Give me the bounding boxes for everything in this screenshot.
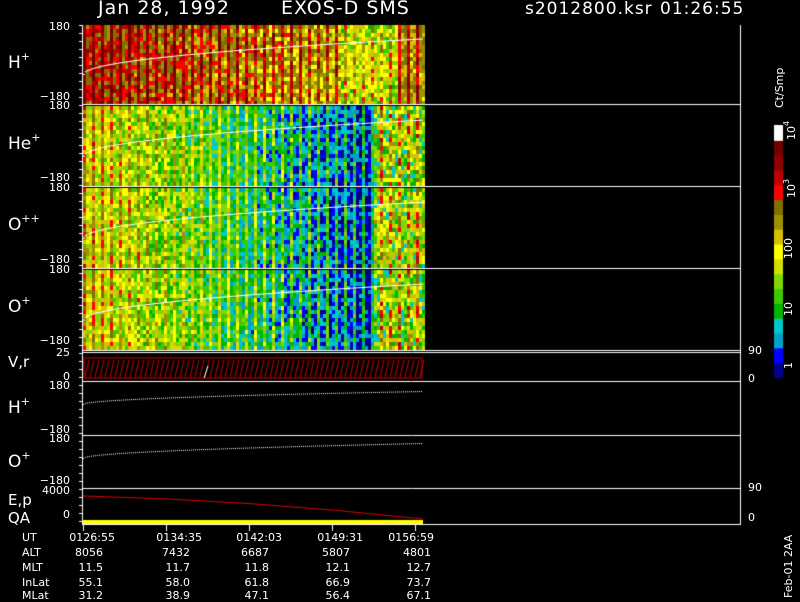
o-plus-ymax: 180 bbox=[49, 263, 70, 276]
h-plus-ymax: 180 bbox=[49, 20, 70, 33]
cell-ut-3: 0149:31 bbox=[317, 531, 363, 544]
plot-time: 01:26:55 bbox=[660, 0, 745, 19]
cell-mlat-2: 47.1 bbox=[244, 589, 270, 602]
cell-alt-4: 4801 bbox=[403, 546, 431, 559]
he-plus-ymin: −180 bbox=[39, 171, 70, 184]
cell-inlat-4: 73.7 bbox=[406, 576, 432, 589]
ep-label: E,p bbox=[8, 491, 32, 509]
o-plus-ymin: −180 bbox=[39, 334, 70, 347]
cell-mlt-4: 12.7 bbox=[406, 561, 432, 574]
row-name-alt: ALT bbox=[22, 546, 41, 559]
he-plus-ymax: 180 bbox=[49, 99, 70, 112]
cell-mlt-1: 11.7 bbox=[165, 561, 191, 574]
cell-mlt-0: 11.5 bbox=[78, 561, 104, 574]
cell-mlat-4: 67.1 bbox=[406, 589, 432, 602]
colorbar-label-1: 1 bbox=[782, 362, 795, 369]
h-line-ymin: −180 bbox=[39, 423, 70, 436]
vr-right-min: 0 bbox=[748, 372, 755, 385]
ep-left-min: 0 bbox=[63, 508, 70, 521]
h-line-ymax: 180 bbox=[49, 379, 70, 392]
vr-left-max: 25 bbox=[56, 346, 70, 359]
cell-mlt-2: 11.8 bbox=[244, 561, 270, 574]
row-name-mlat: MLat bbox=[22, 589, 49, 602]
file-name: s2012800.ksr bbox=[525, 0, 653, 19]
cell-inlat-2: 61.8 bbox=[244, 576, 270, 589]
cell-ut-1: 0134:35 bbox=[156, 531, 202, 544]
ep-left-max: 4000 bbox=[42, 484, 70, 497]
plot-date: Jan 28, 1992 bbox=[98, 0, 230, 19]
vr-left-min: 0 bbox=[63, 370, 70, 383]
cell-inlat-0: 55.1 bbox=[78, 576, 104, 589]
vr-right-max: 90 bbox=[748, 344, 762, 357]
footer-stamp: Feb-01 2AA bbox=[782, 534, 795, 598]
qa-label: QA bbox=[8, 509, 31, 527]
colorbar-label-100: 100 bbox=[782, 238, 795, 259]
vr-label: V,r bbox=[8, 353, 30, 371]
cell-ut-2: 0142:03 bbox=[236, 531, 282, 544]
cell-mlat-0: 31.2 bbox=[78, 589, 104, 602]
cell-ut-0: 0126:55 bbox=[69, 531, 115, 544]
colorbar-label-1e4: 104 bbox=[782, 120, 798, 140]
panel-label-o-plus: O+ bbox=[8, 294, 31, 317]
line-label-o-plus: O+ bbox=[8, 449, 31, 472]
plot-instrument: EXOS-D SMS bbox=[281, 0, 410, 19]
cell-ut-4: 0156:59 bbox=[388, 531, 434, 544]
panel-label-o-plus-plus: O++ bbox=[8, 212, 40, 235]
line-label-h-plus: H+ bbox=[8, 395, 31, 418]
colorbar-label-10: 10 bbox=[782, 302, 795, 316]
o-plus-plus-ymax: 180 bbox=[49, 181, 70, 194]
cell-alt-0: 8056 bbox=[75, 546, 103, 559]
cell-alt-2: 6687 bbox=[241, 546, 269, 559]
colorbar-units: Ct/Smp bbox=[773, 67, 786, 108]
o-plus-plus-ymin: −180 bbox=[39, 253, 70, 266]
cell-inlat-3: 66.9 bbox=[325, 576, 351, 589]
colorbar-label-1e3: 103 bbox=[782, 178, 798, 198]
o-line-ymax: 180 bbox=[49, 432, 70, 445]
cell-inlat-1: 58.0 bbox=[165, 576, 191, 589]
panel-label-h-plus: H+ bbox=[8, 50, 31, 73]
panel-label-he-plus: He+ bbox=[8, 131, 41, 154]
row-name-inlat: InLat bbox=[22, 576, 50, 589]
o-line-ymin: −180 bbox=[39, 474, 70, 487]
ep-right-max: 90 bbox=[748, 481, 762, 494]
ep-right-min: 0 bbox=[748, 511, 755, 524]
cell-mlt-3: 12.1 bbox=[325, 561, 351, 574]
cell-mlat-1: 38.9 bbox=[165, 589, 191, 602]
row-name-ut: UT bbox=[22, 531, 37, 544]
cell-alt-1: 7432 bbox=[162, 546, 190, 559]
row-name-mlt: MLT bbox=[22, 561, 43, 574]
h-plus-ymin: −180 bbox=[39, 90, 70, 103]
cell-mlat-3: 56.4 bbox=[325, 589, 351, 602]
cell-alt-3: 5807 bbox=[322, 546, 350, 559]
